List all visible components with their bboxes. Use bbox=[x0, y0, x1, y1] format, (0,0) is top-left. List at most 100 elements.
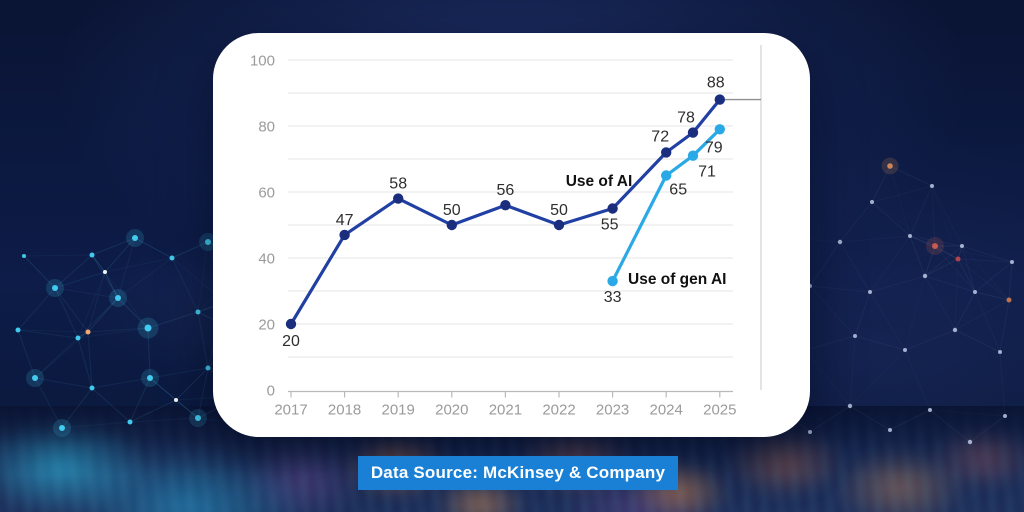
network-node bbox=[952, 327, 958, 333]
network-line bbox=[974, 291, 1001, 353]
data-point-use-of-ai bbox=[661, 147, 672, 158]
data-point-use-of-ai bbox=[714, 94, 725, 105]
network-line bbox=[87, 297, 119, 333]
network-node bbox=[930, 184, 934, 188]
network-node bbox=[888, 428, 892, 432]
data-label: 78 bbox=[677, 110, 695, 127]
network-node bbox=[15, 327, 21, 333]
network-node bbox=[1010, 260, 1014, 264]
network-node bbox=[75, 335, 81, 341]
network-line bbox=[871, 201, 911, 237]
series-line-use-of-gen-ai bbox=[611, 127, 722, 283]
network-node bbox=[853, 334, 857, 338]
data-point-use-of-ai bbox=[339, 229, 350, 241]
data-label: 47 bbox=[336, 212, 354, 229]
network-line bbox=[61, 387, 93, 429]
data-point-use-of-gen-ai bbox=[607, 275, 618, 287]
network-line bbox=[924, 275, 976, 293]
x-axis-tick-label: 2019 bbox=[382, 402, 415, 419]
network-line bbox=[889, 165, 933, 187]
data-point-use-of-ai bbox=[446, 219, 457, 231]
network-node bbox=[195, 415, 201, 421]
data-label: 72 bbox=[651, 128, 669, 145]
network-line bbox=[54, 271, 106, 289]
network-line bbox=[924, 245, 936, 277]
network-line bbox=[171, 257, 199, 313]
network-line bbox=[23, 254, 93, 257]
network-line bbox=[810, 286, 855, 336]
network-line bbox=[904, 349, 931, 411]
network-node bbox=[922, 273, 928, 279]
network-line bbox=[77, 337, 93, 389]
data-point-use-of-ai bbox=[607, 203, 618, 214]
network-line bbox=[197, 367, 209, 419]
network-line bbox=[954, 329, 1001, 353]
network-line bbox=[129, 399, 177, 423]
data-point-use-of-ai bbox=[553, 219, 565, 231]
network-line bbox=[149, 377, 199, 419]
network-line bbox=[870, 236, 910, 292]
network-line bbox=[930, 410, 1005, 416]
network-node bbox=[928, 408, 932, 412]
data-label: 65 bbox=[669, 182, 687, 199]
x-axis-tick-label: 2023 bbox=[596, 402, 629, 419]
network-line bbox=[91, 387, 131, 423]
network-line bbox=[999, 299, 1010, 353]
network-line bbox=[962, 246, 1009, 300]
network-line bbox=[954, 299, 1010, 331]
network-line bbox=[872, 202, 935, 246]
network-line bbox=[931, 185, 936, 247]
network-line bbox=[805, 350, 850, 406]
data-label: 79 bbox=[705, 139, 723, 156]
network-line bbox=[104, 257, 173, 273]
network-node bbox=[973, 290, 977, 294]
network-node bbox=[967, 439, 973, 445]
network-line bbox=[809, 405, 851, 433]
network-line bbox=[104, 237, 136, 273]
network-line bbox=[171, 241, 209, 259]
x-axis-tick-label: 2018 bbox=[328, 402, 361, 419]
network-line bbox=[909, 235, 963, 247]
network-line bbox=[117, 237, 136, 299]
network-line bbox=[957, 258, 976, 293]
network-node bbox=[59, 425, 65, 431]
data-label: 33 bbox=[604, 289, 622, 306]
network-line bbox=[129, 417, 199, 423]
network-line bbox=[197, 241, 209, 313]
network-line bbox=[869, 275, 926, 293]
network-line bbox=[34, 377, 63, 429]
network-line bbox=[849, 405, 891, 431]
network-line bbox=[839, 201, 873, 243]
network-node bbox=[169, 255, 175, 261]
network-node bbox=[908, 234, 912, 238]
network-line bbox=[889, 409, 931, 431]
network-node bbox=[868, 290, 872, 294]
network-node bbox=[955, 256, 961, 262]
network-line bbox=[870, 246, 935, 292]
network-line bbox=[17, 287, 56, 331]
network-node bbox=[1006, 297, 1012, 303]
network-line bbox=[17, 329, 89, 333]
network-node bbox=[147, 375, 153, 381]
network-node bbox=[89, 252, 95, 258]
data-point-use-of-gen-ai bbox=[714, 124, 725, 135]
network-line bbox=[91, 254, 119, 299]
network-node bbox=[32, 375, 38, 381]
network-line bbox=[117, 257, 173, 299]
network-line bbox=[854, 291, 871, 337]
network-line bbox=[17, 329, 79, 339]
network-line bbox=[969, 415, 1006, 443]
network-line bbox=[890, 166, 910, 236]
x-axis-tick-label: 2024 bbox=[650, 402, 683, 419]
network-node bbox=[960, 244, 964, 248]
chart-card: 0 20 40 60 80 100 2017 2018 2019 2020 2021 2022 2023… bbox=[213, 33, 810, 437]
network-line bbox=[104, 271, 119, 299]
network-line bbox=[961, 245, 976, 293]
network-line bbox=[905, 276, 925, 350]
network-line bbox=[54, 287, 79, 339]
network-line bbox=[804, 335, 856, 351]
network-node bbox=[132, 235, 138, 241]
network-node bbox=[22, 254, 26, 258]
network-line bbox=[129, 377, 151, 423]
